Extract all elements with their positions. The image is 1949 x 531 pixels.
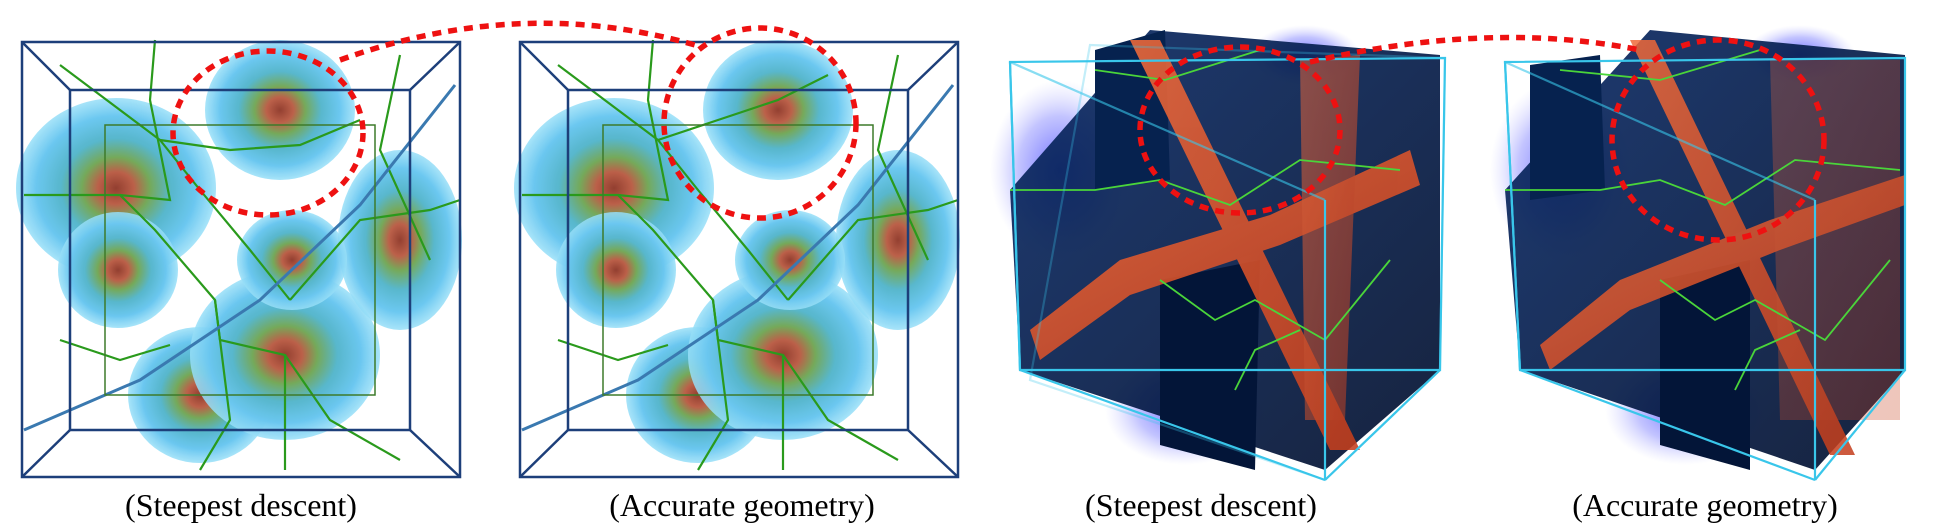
highlight-circle: [1609, 37, 1827, 243]
connector-arc-right: [1309, 34, 1641, 65]
panel-1-steepest-descent: [16, 39, 462, 479]
caption-panel-3: (Steepest descent): [1085, 487, 1317, 523]
saddle-separatrix: [521, 84, 955, 432]
ascending-arcs: [24, 39, 461, 471]
wireframe-box: [518, 40, 960, 479]
cube-wireframe: [1503, 56, 1907, 482]
panel-4-accurate-geometry: [1490, 25, 1907, 482]
highlight-circle: [170, 48, 366, 218]
highlight-circle: [1137, 44, 1343, 216]
caption-panel-4: (Accurate geometry): [1572, 487, 1838, 523]
basin-spheres: [16, 40, 462, 463]
panel-3-steepest-descent: [990, 25, 1447, 482]
cube-wireframe: [1008, 43, 1447, 482]
highlight-circle: [661, 25, 859, 221]
wireframe-box: [20, 40, 462, 479]
caption-panel-1: (Steepest descent): [125, 487, 357, 523]
caption-panel-2: (Accurate geometry): [609, 487, 875, 523]
separating-sheets: [1030, 40, 1420, 450]
connector-arc-left: [339, 20, 696, 63]
saddle-separatrix: [23, 84, 457, 432]
basin-spheres: [514, 40, 960, 463]
panel-2-accurate-geometry: [514, 25, 960, 479]
ascending-arcs: [522, 39, 959, 471]
